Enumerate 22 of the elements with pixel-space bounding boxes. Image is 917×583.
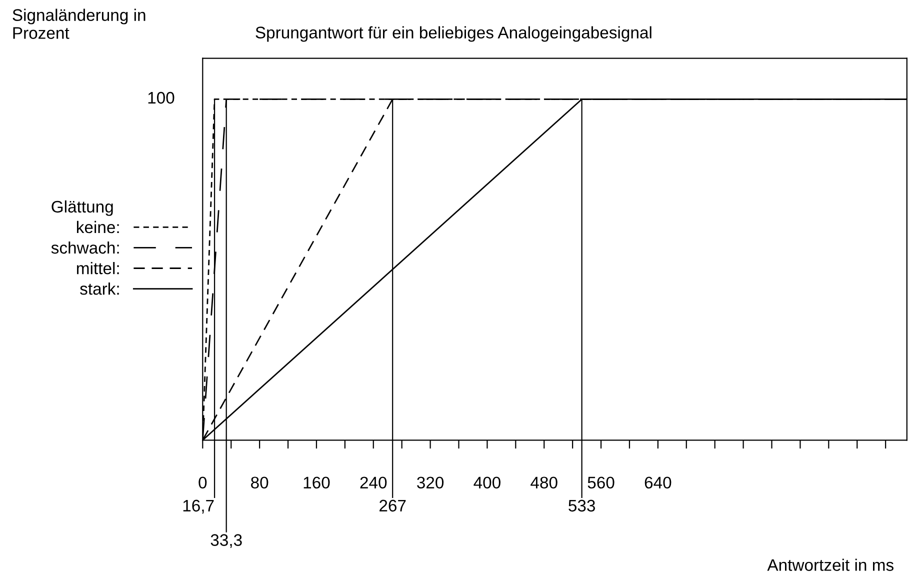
ref-line-label: 16,7 (183, 500, 214, 514)
text: 100 (148, 92, 174, 104)
x-tick-label: 0 (198, 476, 207, 489)
x-tick-label: 240 (360, 476, 387, 489)
legend-label: schwach: (51, 241, 119, 254)
legend-label: mittel: (76, 262, 119, 274)
x-tick-label: 480 (530, 476, 558, 489)
ref-line-label: 33,3 (210, 534, 242, 548)
x-tick-label: 640 (644, 476, 672, 489)
ref-line-label: 533 (568, 500, 595, 512)
x-axis-title: Antwortzeit in ms (767, 558, 894, 571)
y-axis-title: Signaländerung in Prozent (12, 8, 146, 39)
chart-title: Sprungantwort für ein beliebiges Analogeingabesignal (256, 26, 652, 42)
x-tick-label: 560 (588, 476, 614, 489)
x-tick-label: 160 (304, 476, 330, 489)
ref-line-label: 267 (380, 500, 406, 512)
legend-title: Glättung (52, 200, 113, 216)
x-tick-label: 80 (251, 476, 268, 489)
x-tick-label: 400 (474, 476, 500, 489)
x-tick-label: 320 (417, 476, 444, 489)
legend-label: stark: (80, 282, 119, 295)
legend-label: keine: (76, 220, 119, 234)
